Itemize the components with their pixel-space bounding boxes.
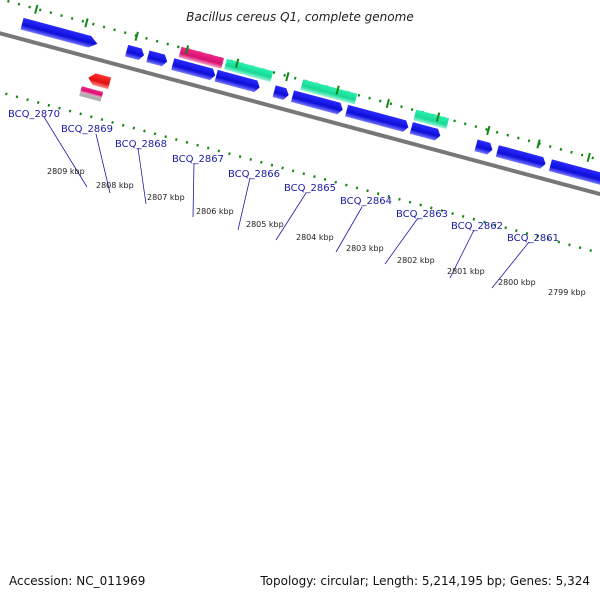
- scale-tick: [586, 152, 591, 162]
- trna-feature[interactable]: [80, 86, 104, 98]
- scale-tick: [536, 139, 541, 149]
- scale-tick: [486, 125, 491, 136]
- scale-tick: [184, 45, 190, 55]
- locus-label[interactable]: BCQ_2867: [172, 154, 224, 165]
- inner-gc-track: [0, 86, 600, 281]
- scale-label: 2802 kbp: [397, 256, 435, 265]
- cds-forward[interactable]: [409, 122, 442, 141]
- scale-tick: [34, 4, 39, 14]
- locus-label[interactable]: BCQ_2863: [396, 209, 448, 220]
- cds-forward[interactable]: [548, 159, 600, 186]
- label-leaders: [43, 116, 530, 289]
- scale-label: 2803 kbp: [346, 244, 384, 253]
- locus-label[interactable]: BCQ_2864: [340, 196, 392, 207]
- pseudo-feature[interactable]: [79, 92, 102, 102]
- trna-feature[interactable]: [178, 46, 225, 69]
- cds-forward[interactable]: [272, 85, 291, 100]
- accession-label: Accession: NC_011969: [9, 574, 146, 588]
- map-title: Bacillus cereus Q1, complete genome: [186, 10, 414, 24]
- cds-forward[interactable]: [290, 90, 344, 115]
- scale-label: 2805 kbp: [246, 220, 284, 229]
- cds-forward[interactable]: [495, 145, 547, 170]
- scale-label: 2804 kbp: [296, 233, 334, 242]
- scale-label: 2809 kbp: [47, 167, 85, 176]
- cds-forward[interactable]: [146, 50, 168, 68]
- scale-label: 2801 kbp: [447, 267, 485, 276]
- locus-label[interactable]: BCQ_2866: [228, 169, 280, 180]
- scale-tick: [84, 18, 89, 28]
- scale-label: 2799 kbp: [548, 288, 586, 297]
- locus-label[interactable]: BCQ_2868: [115, 139, 167, 150]
- scale-tick: [385, 98, 390, 109]
- scale-tick: [134, 31, 139, 41]
- rrna-feature[interactable]: [300, 79, 358, 105]
- scale-ticks: [34, 4, 591, 162]
- scale-label: 2807 kbp: [147, 193, 185, 202]
- genome-summary: Topology: circular; Length: 5,214,195 bp…: [260, 574, 590, 588]
- scale-tick: [235, 58, 240, 68]
- scale-tick: [285, 72, 290, 82]
- locus-label[interactable]: BCQ_2861: [507, 233, 559, 244]
- locus-label[interactable]: BCQ_2865: [284, 183, 336, 194]
- rrna-feature[interactable]: [413, 109, 450, 130]
- locus-label[interactable]: BCQ_2862: [451, 221, 503, 232]
- scale-label: 2808 kbp: [96, 181, 134, 190]
- cds-forward[interactable]: [214, 69, 262, 93]
- scale-label: 2806 kbp: [196, 207, 234, 216]
- genome-backbone: [0, 31, 600, 227]
- locus-label[interactable]: BCQ_2869: [61, 124, 113, 135]
- scale-label: 2800 kbp: [498, 278, 536, 287]
- cds-forward[interactable]: [345, 104, 410, 133]
- scale-tick: [335, 85, 340, 95]
- cds-forward[interactable]: [171, 58, 217, 81]
- locus-label[interactable]: BCQ_2870: [8, 109, 60, 120]
- cds-forward[interactable]: [20, 17, 99, 50]
- cds-forward[interactable]: [474, 139, 494, 155]
- scale-tick: [435, 112, 441, 122]
- red-feature[interactable]: [87, 72, 112, 90]
- cds-forward[interactable]: [125, 44, 145, 61]
